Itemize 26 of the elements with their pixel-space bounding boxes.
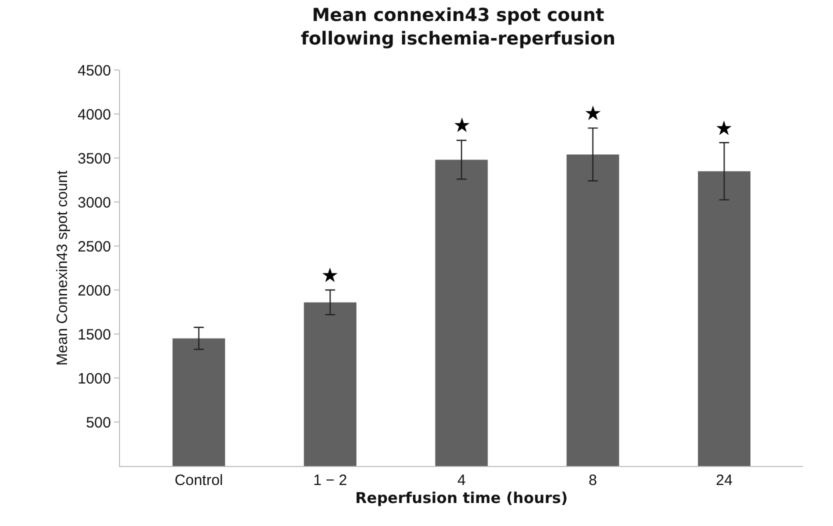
x-axis-title: Reperfusion time (hours) — [355, 489, 568, 507]
bar — [304, 302, 356, 466]
y-tick-label: 1500 — [78, 326, 111, 344]
y-axis-title: Mean Connexin43 spot count — [54, 170, 71, 366]
y-tick-label: 3500 — [78, 150, 111, 168]
y-tick-label: 3000 — [78, 194, 111, 212]
annotation: ★ — [453, 113, 471, 137]
x-tick-label: 24 — [716, 472, 733, 489]
bar — [435, 160, 488, 466]
bar — [698, 171, 750, 466]
chart-title: Mean connexin43 spot count following ischemia-reperfusion — [300, 5, 616, 50]
annotation: ★ — [584, 101, 602, 125]
bar — [566, 154, 620, 466]
y-tick-label: 4500 — [78, 62, 111, 80]
annotation: ★ — [715, 116, 733, 140]
y-tick-label: 2000 — [78, 282, 111, 300]
y-tick-label: 2500 — [78, 238, 111, 256]
y-tick-label: 500 — [86, 414, 111, 432]
bar — [172, 338, 226, 466]
x-tick-label: 4 — [457, 472, 466, 489]
y-tick-label: 1000 — [78, 370, 111, 388]
y-tick-label: 4000 — [78, 106, 111, 124]
x-tick-label: 8 — [588, 472, 598, 489]
x-tick-label: Control — [174, 472, 223, 489]
annotation: ★ — [321, 263, 339, 287]
x-tick-label: 1 − 2 — [313, 472, 348, 489]
